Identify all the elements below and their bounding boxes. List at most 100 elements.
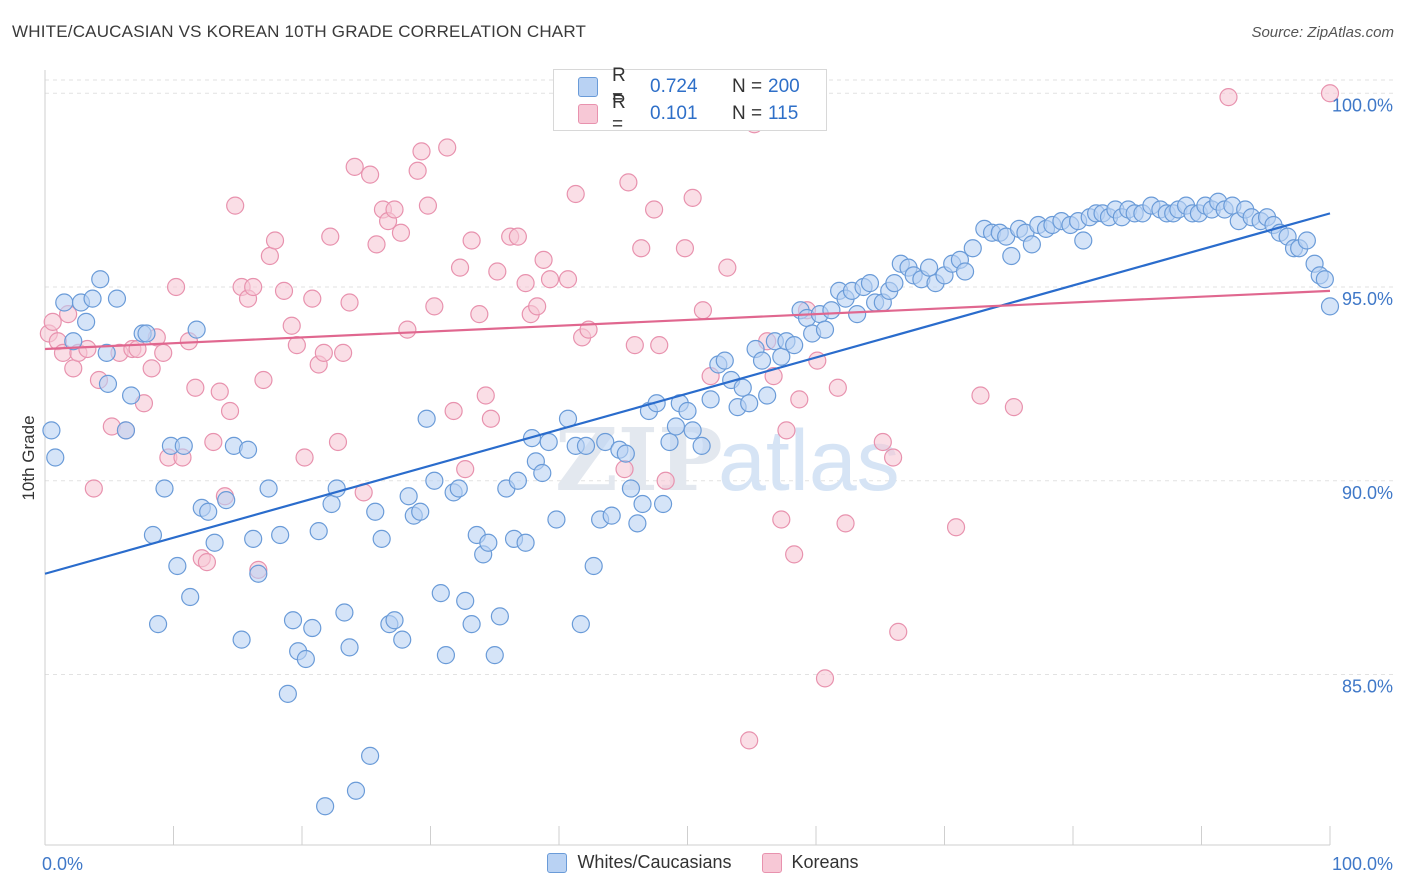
point-korean	[946, 518, 966, 537]
point-white	[168, 556, 187, 576]
point-korean	[456, 460, 475, 479]
point-white	[740, 394, 759, 413]
y-axis-label: 10th Grade	[19, 415, 38, 500]
x-tick-label: 100.0%	[1332, 854, 1393, 874]
point-white	[602, 506, 621, 525]
point-korean	[314, 343, 333, 362]
point-korean	[197, 553, 217, 572]
point-korean	[142, 359, 161, 378]
point-korean	[154, 343, 173, 362]
point-korean	[777, 421, 796, 440]
point-white	[701, 390, 720, 409]
point-korean	[282, 316, 301, 335]
point-korean	[566, 184, 585, 204]
point-korean	[412, 142, 431, 161]
point-white	[259, 479, 278, 498]
legend-r-label: R =	[612, 92, 626, 135]
point-white	[848, 305, 867, 324]
point-white	[137, 324, 156, 343]
point-korean	[632, 239, 651, 258]
point-korean	[619, 173, 638, 192]
point-korean	[210, 382, 229, 401]
point-korean	[740, 731, 759, 750]
point-white	[1320, 297, 1340, 316]
point-white	[596, 432, 615, 452]
point-white	[205, 533, 224, 552]
point-white	[148, 615, 168, 634]
point-white	[97, 343, 116, 362]
point-korean	[367, 235, 386, 254]
point-korean	[444, 401, 463, 421]
point-white	[249, 564, 268, 583]
point-korean	[772, 510, 791, 529]
point-white	[963, 239, 982, 258]
point-korean	[254, 370, 273, 390]
point-white	[42, 421, 61, 440]
axis-labels: 85.0% 90.0% 95.0% 100.0% 0.0% 100.0% 10th Grad…	[19, 95, 1393, 874]
point-white	[116, 421, 136, 440]
point-korean	[476, 386, 495, 405]
point-korean	[683, 188, 702, 207]
legend-row-whites: R = 0.724 N = 200	[578, 65, 800, 108]
point-korean	[836, 514, 855, 533]
point-korean	[693, 301, 713, 320]
point-korean	[481, 409, 500, 428]
point-white	[576, 436, 596, 455]
point-white	[322, 494, 341, 514]
point-white	[46, 448, 65, 467]
point-korean	[971, 386, 990, 405]
point-white	[316, 797, 335, 816]
point-korean	[644, 200, 664, 219]
point-korean	[295, 448, 314, 467]
point-korean	[488, 262, 507, 281]
bottom-legend-swatch-pink	[761, 852, 782, 873]
point-white	[399, 487, 418, 506]
point-white	[715, 351, 734, 370]
legend-n-value: 200	[768, 76, 800, 97]
point-korean	[470, 305, 489, 324]
point-korean	[260, 246, 279, 266]
point-white	[199, 502, 218, 521]
point-white	[666, 417, 686, 436]
point-white	[77, 312, 96, 331]
point-korean	[84, 479, 103, 498]
point-white	[616, 444, 635, 463]
point-korean	[785, 545, 804, 564]
point-korean	[334, 343, 353, 362]
point-korean	[166, 277, 186, 297]
bottom-legend-swatch-blue	[547, 852, 568, 873]
point-white	[296, 649, 315, 669]
point-korean	[265, 231, 285, 250]
y-tick-label: 90.0%	[1342, 483, 1393, 503]
legend-r-value: 0.724	[650, 76, 698, 97]
point-white	[121, 386, 141, 405]
point-korean	[815, 669, 835, 688]
point-korean	[43, 312, 62, 331]
point-white	[309, 522, 328, 541]
point-white	[303, 618, 322, 638]
point-white	[860, 274, 880, 293]
point-white	[485, 646, 504, 665]
point-white	[571, 615, 590, 634]
point-korean	[398, 320, 417, 339]
point-white	[508, 471, 527, 490]
point-korean	[615, 460, 634, 479]
legend-swatch-blue	[578, 77, 598, 97]
point-white	[385, 611, 404, 630]
point-white	[633, 494, 652, 514]
point-white	[393, 630, 412, 649]
point-white	[692, 436, 711, 455]
point-korean	[790, 390, 809, 409]
bottom-legend-label: Whites/Caucasians	[577, 852, 732, 872]
point-white	[683, 421, 702, 440]
point-korean	[438, 138, 457, 157]
point-korean	[321, 227, 340, 246]
point-korean	[534, 250, 553, 269]
point-korean	[220, 401, 240, 421]
bottom-legend: Whites/Caucasians Koreans	[0, 852, 1406, 873]
point-korean	[418, 196, 438, 215]
point-white	[533, 463, 552, 483]
point-white	[431, 584, 450, 603]
bottom-legend-koreans: Koreans	[761, 852, 859, 873]
